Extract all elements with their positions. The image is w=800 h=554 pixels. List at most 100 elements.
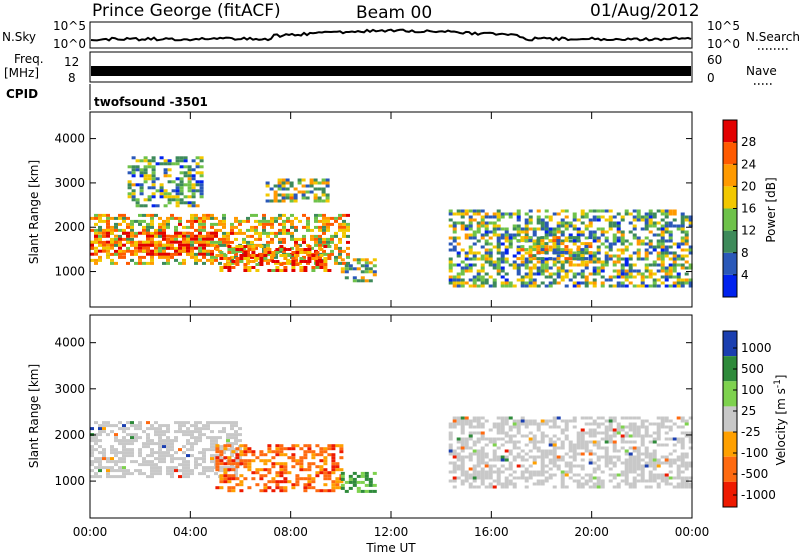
echo-cell bbox=[580, 248, 585, 252]
echo-cell bbox=[472, 254, 477, 258]
nsky-tick-top: 10^5 bbox=[53, 19, 86, 33]
echo-cell bbox=[504, 416, 509, 420]
echo-cell bbox=[464, 233, 469, 237]
echo-cell bbox=[688, 446, 693, 450]
echo-cell bbox=[632, 224, 637, 228]
echo-cell bbox=[668, 437, 673, 441]
echo-cell bbox=[258, 222, 262, 226]
echo-cell bbox=[223, 474, 228, 478]
echo-cell bbox=[202, 216, 206, 220]
echo-cell bbox=[352, 471, 357, 475]
echo-cell bbox=[628, 467, 633, 471]
echo-cell bbox=[323, 447, 328, 451]
echo-cell bbox=[452, 281, 457, 285]
echo-cell bbox=[572, 425, 577, 429]
echo-cell bbox=[255, 468, 260, 472]
echo-cell bbox=[118, 466, 122, 470]
echo-cell bbox=[536, 272, 541, 276]
echo-cell bbox=[199, 195, 204, 199]
echo-cell bbox=[162, 219, 166, 223]
echo-cell bbox=[183, 195, 188, 199]
echo-cell bbox=[222, 225, 226, 229]
echo-cell bbox=[151, 186, 156, 190]
echo-cell bbox=[664, 437, 669, 441]
echo-cell bbox=[186, 219, 190, 223]
echo-cell bbox=[608, 218, 613, 222]
echo-cell bbox=[448, 269, 453, 273]
echo-cell bbox=[158, 430, 162, 434]
echo-cell bbox=[660, 281, 665, 285]
echo-cell bbox=[580, 263, 585, 267]
echo-cell bbox=[342, 234, 346, 238]
echo-cell bbox=[230, 433, 234, 437]
echo-cell bbox=[596, 245, 601, 249]
echo-cell bbox=[604, 263, 609, 267]
echo-cell bbox=[588, 440, 593, 444]
echo-cell bbox=[142, 460, 146, 464]
echo-cell bbox=[492, 464, 497, 468]
echo-cell bbox=[588, 449, 593, 453]
echo-cell bbox=[325, 199, 330, 203]
echo-cell bbox=[564, 248, 569, 252]
echo-cell bbox=[309, 190, 314, 194]
echo-cell bbox=[460, 272, 465, 276]
echo-cell bbox=[219, 269, 224, 272]
echo-cell bbox=[588, 452, 593, 456]
echo-cell bbox=[556, 260, 561, 264]
echo-cell bbox=[552, 485, 557, 489]
echo-cell bbox=[215, 447, 220, 451]
echo-cell bbox=[259, 260, 264, 263]
echo-cell bbox=[170, 442, 174, 446]
echo-cell bbox=[154, 228, 158, 232]
echo-cell bbox=[624, 275, 629, 279]
echo-cell bbox=[323, 468, 328, 472]
echo-cell bbox=[580, 281, 585, 285]
echo-cell bbox=[314, 216, 318, 220]
echo-cell bbox=[178, 427, 182, 431]
echo-cell bbox=[277, 178, 282, 182]
echo-cell bbox=[524, 281, 529, 285]
echo-cell bbox=[215, 486, 220, 490]
echo-cell bbox=[508, 449, 513, 453]
echo-cell bbox=[163, 168, 168, 172]
echo-cell bbox=[616, 227, 621, 231]
echo-cell bbox=[222, 234, 226, 238]
echo-cell bbox=[460, 437, 465, 441]
echo-cell bbox=[138, 261, 142, 265]
echo-cell bbox=[330, 222, 334, 226]
echo-cell bbox=[118, 475, 122, 479]
echo-cell bbox=[512, 260, 517, 264]
echo-cell bbox=[146, 237, 150, 241]
echo-cell bbox=[464, 269, 469, 273]
echo-cell bbox=[668, 224, 673, 228]
echo-cell bbox=[239, 459, 244, 463]
echo-cell bbox=[536, 470, 541, 474]
echo-cell bbox=[664, 230, 669, 234]
echo-cell bbox=[263, 468, 268, 472]
echo-cell bbox=[608, 434, 613, 438]
echo-cell bbox=[158, 439, 162, 443]
echo-cell bbox=[94, 240, 98, 244]
freq-unit-label: [MHz] bbox=[4, 66, 39, 80]
echo-cell bbox=[206, 475, 210, 479]
echo-cell bbox=[130, 436, 134, 440]
echo-cell bbox=[680, 437, 685, 441]
echo-cell bbox=[576, 230, 581, 234]
echo-cell bbox=[656, 431, 661, 435]
echo-cell bbox=[130, 421, 134, 425]
echo-cell bbox=[540, 263, 545, 267]
echo-cell bbox=[255, 483, 260, 487]
echo-cell bbox=[330, 234, 334, 238]
echo-cell bbox=[460, 443, 465, 447]
echo-cell bbox=[265, 199, 270, 203]
velocity-x-axis: 00:00 04:00 08:00 12:00 16:00 20:00 00:00 bbox=[73, 315, 709, 539]
echo-cell bbox=[178, 448, 182, 452]
echo-cell bbox=[480, 236, 485, 240]
echo-cell bbox=[572, 236, 577, 240]
echo-cell bbox=[536, 251, 541, 255]
echo-cell bbox=[640, 242, 645, 246]
echo-cell bbox=[624, 449, 629, 453]
echo-cell bbox=[448, 281, 453, 285]
nsearch-tick-top: 10^5 bbox=[707, 19, 740, 33]
echo-cell bbox=[174, 469, 178, 473]
